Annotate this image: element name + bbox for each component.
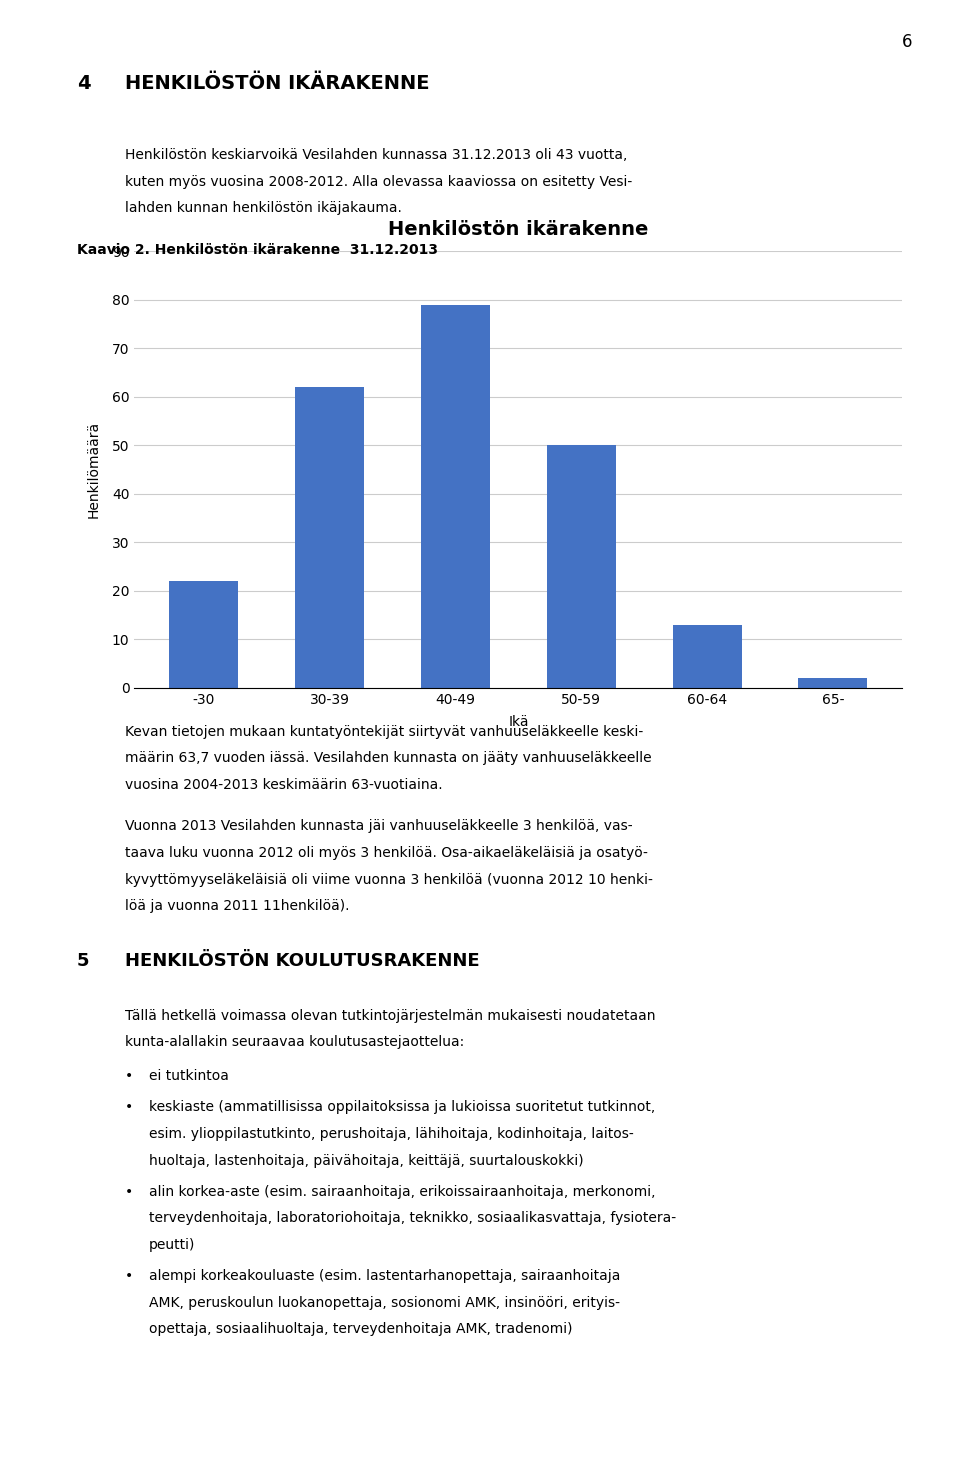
Text: •: • — [125, 1100, 133, 1114]
Text: taava luku vuonna 2012 oli myös 3 henkilöä. Osa-aikaeläkeläisiä ja osatyö-: taava luku vuonna 2012 oli myös 3 henkil… — [125, 846, 648, 859]
Y-axis label: Henkilömäärä: Henkilömäärä — [86, 422, 101, 518]
Text: määrin 63,7 vuoden iässä. Vesilahden kunnasta on jääty vanhuuseläkkeelle: määrin 63,7 vuoden iässä. Vesilahden kun… — [125, 751, 652, 765]
Text: alin korkea-aste (esim. sairaanhoitaja, erikoissairaanhoitaja, merkonomi,: alin korkea-aste (esim. sairaanhoitaja, … — [149, 1185, 656, 1198]
Text: vuosina 2004-2013 keskimäärin 63-vuotiaina.: vuosina 2004-2013 keskimäärin 63-vuotiai… — [125, 778, 443, 791]
Text: kyvyttömyyseläkeläisiä oli viime vuonna 3 henkilöä (vuonna 2012 10 henki-: kyvyttömyyseläkeläisiä oli viime vuonna … — [125, 873, 653, 886]
Text: 5: 5 — [77, 952, 89, 970]
Text: huoltaja, lastenhoitaja, päivähoitaja, keittäjä, suurtalouskokki): huoltaja, lastenhoitaja, päivähoitaja, k… — [149, 1154, 584, 1167]
Title: Henkilöstön ikärakenne: Henkilöstön ikärakenne — [388, 220, 649, 238]
Text: HENKILÖSTÖN KOULUTUSRAKENNE: HENKILÖSTÖN KOULUTUSRAKENNE — [125, 952, 479, 970]
Text: alempi korkeakouluaste (esim. lastentarhanopettaja, sairaanhoitaja: alempi korkeakouluaste (esim. lastentarh… — [149, 1269, 620, 1282]
Text: Kaavio 2. Henkilöstön ikärakenne  31.12.2013: Kaavio 2. Henkilöstön ikärakenne 31.12.2… — [77, 243, 438, 256]
Text: Tällä hetkellä voimassa olevan tutkintojärjestelmän mukaisesti noudatetaan: Tällä hetkellä voimassa olevan tutkintoj… — [125, 1009, 656, 1022]
Bar — [799, 677, 868, 688]
Text: 4: 4 — [77, 74, 90, 93]
Text: AMK, peruskoulun luokanopettaja, sosionomi AMK, insinööri, erityis-: AMK, peruskoulun luokanopettaja, sosiono… — [149, 1296, 620, 1309]
Text: terveydenhoitaja, laboratoriohoitaja, teknikko, sosiaalikasvattaja, fysiotera-: terveydenhoitaja, laboratoriohoitaja, te… — [149, 1211, 676, 1225]
Text: kunta-alallakin seuraavaa koulutusastejaottelua:: kunta-alallakin seuraavaa koulutusasteja… — [125, 1035, 464, 1049]
Text: keskiaste (ammatillisissa oppilaitoksissa ja lukioissa suoritetut tutkinnot,: keskiaste (ammatillisissa oppilaitoksiss… — [149, 1100, 655, 1114]
Text: •: • — [125, 1269, 133, 1282]
Text: HENKILÖSTÖN IKÄRAKENNE: HENKILÖSTÖN IKÄRAKENNE — [125, 74, 429, 93]
Text: Henkilöstön keskiarvoikä Vesilahden kunnassa 31.12.2013 oli 43 vuotta,: Henkilöstön keskiarvoikä Vesilahden kunn… — [125, 148, 627, 161]
Bar — [295, 387, 364, 688]
Text: 6: 6 — [901, 33, 912, 50]
Bar — [169, 581, 238, 688]
Text: kuten myös vuosina 2008-2012. Alla olevassa kaaviossa on esitetty Vesi-: kuten myös vuosina 2008-2012. Alla oleva… — [125, 175, 632, 188]
Text: Vuonna 2013 Vesilahden kunnasta jäi vanhuuseläkkeelle 3 henkilöä, vas-: Vuonna 2013 Vesilahden kunnasta jäi vanh… — [125, 819, 633, 833]
Text: •: • — [125, 1185, 133, 1198]
Bar — [420, 305, 491, 688]
X-axis label: Ikä: Ikä — [508, 714, 529, 729]
Text: peutti): peutti) — [149, 1238, 195, 1251]
Text: opettaja, sosiaalihuoltaja, terveydenhoitaja AMK, tradenomi): opettaja, sosiaalihuoltaja, terveydenhoi… — [149, 1322, 572, 1336]
Text: esim. ylioppilastutkinto, perushoitaja, lähihoitaja, kodinhoitaja, laitos-: esim. ylioppilastutkinto, perushoitaja, … — [149, 1127, 634, 1140]
Bar — [546, 445, 616, 688]
Text: lahden kunnan henkilöstön ikäjakauma.: lahden kunnan henkilöstön ikäjakauma. — [125, 201, 401, 214]
Bar — [673, 624, 742, 688]
Text: Kevan tietojen mukaan kuntatyöntekijät siirtyvät vanhuuseläkkeelle keski-: Kevan tietojen mukaan kuntatyöntekijät s… — [125, 725, 643, 738]
Text: •: • — [125, 1069, 133, 1083]
Text: ei tutkintoa: ei tutkintoa — [149, 1069, 228, 1083]
Text: löä ja vuonna 2011 11henkilöä).: löä ja vuonna 2011 11henkilöä). — [125, 899, 349, 913]
